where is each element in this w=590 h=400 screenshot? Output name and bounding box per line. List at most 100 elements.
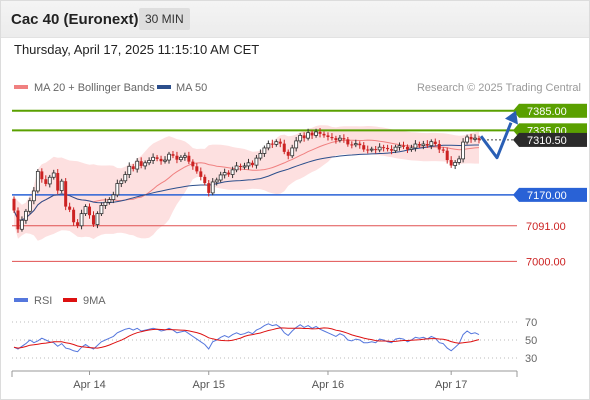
candle-body-down (44, 179, 48, 184)
candle (171, 151, 175, 159)
candle (437, 140, 441, 154)
x-axis: Apr 14 Apr 15 Apr 16 Apr 17 (11, 371, 518, 391)
candle-body-up (457, 158, 462, 163)
candle (12, 196, 16, 213)
candle (27, 197, 32, 214)
candle (40, 168, 44, 183)
candle (35, 169, 40, 194)
candle-body-up (234, 165, 239, 171)
candle-body-down (270, 143, 274, 145)
candle-body-up (353, 143, 358, 146)
candle (51, 169, 56, 180)
candle (330, 133, 334, 141)
candle-body-up (254, 157, 259, 166)
candle-body-down (76, 222, 80, 226)
candle (68, 202, 72, 213)
candle (386, 144, 390, 152)
candle-body-up (262, 147, 267, 154)
candle-body-up (306, 132, 311, 139)
level-label-pivot: 7170.00 (527, 190, 567, 202)
candle-body-down (302, 135, 306, 139)
candle (250, 160, 254, 168)
candle (377, 143, 382, 153)
candle-body-up (95, 213, 100, 225)
candle-body-down (326, 135, 330, 137)
rsi-line (13, 323, 480, 353)
candle-body-up (397, 145, 402, 148)
rsi-ma-line (13, 327, 480, 349)
candle (441, 147, 445, 154)
candle (227, 170, 231, 177)
candle (123, 171, 128, 184)
candle-body-down (195, 166, 199, 172)
candle (358, 141, 362, 149)
candle (31, 187, 36, 205)
x-tick-label: Apr 14 (73, 379, 105, 391)
candle (135, 158, 140, 173)
candle-body-up (27, 200, 32, 212)
candle-body-up (51, 172, 56, 178)
candle-body-down (342, 138, 346, 140)
candle (103, 198, 108, 209)
candle (382, 144, 386, 152)
candle (147, 157, 152, 166)
rsi-level-label: 30 (525, 353, 537, 365)
candle-body-up (107, 199, 112, 203)
candle (314, 128, 318, 138)
candle-body-up (123, 174, 128, 182)
candle-body-down (203, 176, 207, 184)
candle (203, 174, 207, 186)
candle (207, 180, 211, 197)
candle (175, 151, 179, 164)
candle-body-down (441, 149, 445, 151)
candle (473, 134, 477, 142)
candle (322, 131, 326, 138)
candle (218, 171, 223, 183)
candle-body-down (227, 172, 231, 175)
candle-body-down (330, 136, 334, 139)
candle-body-down (310, 132, 314, 136)
candle (242, 162, 247, 170)
candle-body-down (433, 141, 437, 145)
candle-body-down (72, 209, 76, 223)
candle-body-down (207, 183, 211, 193)
x-tick-label: Apr 15 (193, 379, 225, 391)
x-tick-label: Apr 16 (312, 379, 344, 391)
candle-body-down (88, 206, 92, 216)
candle (95, 211, 100, 229)
candle-body-down (386, 147, 390, 150)
candle-body-up (167, 153, 171, 161)
candle (282, 139, 286, 155)
candle (278, 138, 282, 148)
candle (76, 219, 80, 229)
candle-body-down (350, 144, 354, 146)
candle (83, 204, 88, 216)
candle (20, 216, 24, 232)
candle (401, 141, 405, 150)
interval-badge[interactable]: 30 MIN (139, 8, 190, 30)
candle (151, 153, 156, 164)
candle (131, 163, 135, 172)
candle-body-down (191, 161, 195, 167)
candle-body-up (99, 205, 104, 215)
candle (465, 134, 469, 145)
candle-body-down (239, 165, 243, 168)
candle (88, 203, 92, 219)
candle-body-up (147, 160, 152, 164)
level-label-resistance: 7385.00 (527, 106, 567, 118)
candle (239, 163, 243, 171)
rsi-legend-swatch (14, 298, 28, 302)
candle (47, 174, 52, 188)
candle (429, 139, 434, 150)
candle-body-up (453, 162, 458, 166)
ma20-legend-label: MA 20 + Bollinger Bands (34, 82, 155, 94)
candle (266, 140, 271, 151)
candle (453, 160, 458, 170)
candle (350, 141, 354, 149)
candle-body-up (218, 174, 223, 181)
candle-body-down (469, 136, 473, 140)
candle (119, 178, 124, 188)
ma50-legend-swatch (157, 85, 171, 89)
credit-text: Research © 2025 Trading Central (417, 82, 581, 94)
